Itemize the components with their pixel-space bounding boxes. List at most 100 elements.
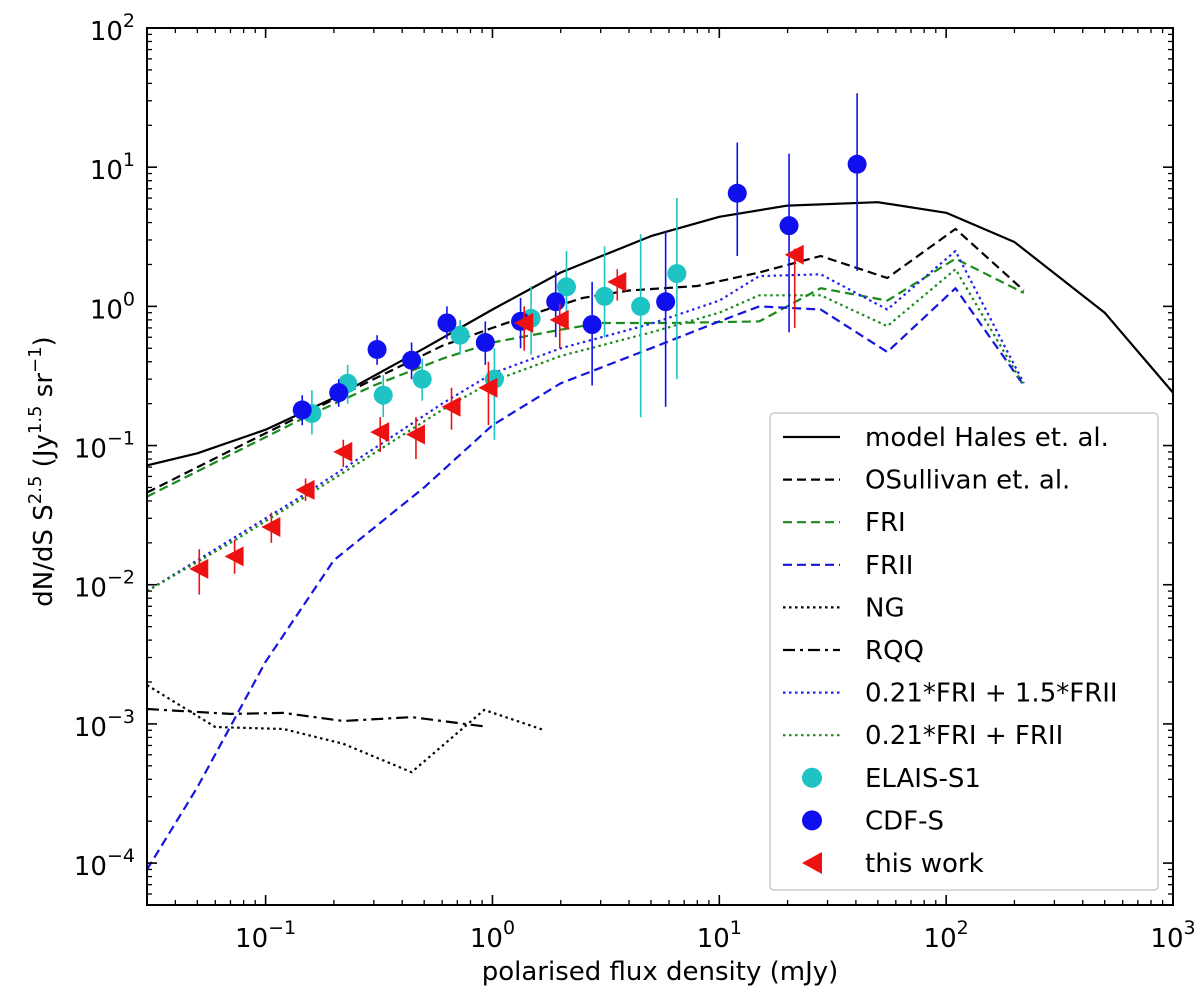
legend-label-frii: FRII [865,551,913,581]
point-this-work-8 [478,377,498,398]
y-tick-label-exp: 0 [123,288,135,310]
x-tick-label-exp: 0 [503,917,515,939]
point-cdf-s-8 [582,315,602,335]
y-tick-label-base: 10 [90,295,123,325]
x-tick-label-3: 102 [924,917,969,954]
legend-label-osullivan-et-al: OSullivan et. al. [865,466,1070,496]
point-cdf-s-4 [437,313,457,333]
y-axis-label-sup1: 2.5 [25,476,46,505]
x-tick-label-exp: 3 [1184,917,1196,939]
point-elais-s1-7 [556,277,576,297]
x-tick-label-base: 10 [235,924,268,954]
legend-entry-ng: NG [783,593,905,623]
legend-entry-model-hales-et-al: model Hales et. al. [783,423,1109,453]
y-axis-label: dN/dS S2.5 (Jy1.5 sr−1) [25,336,59,606]
legend-entry-fri: FRI [783,508,906,538]
point-elais-s1-4 [450,325,470,345]
point-cdf-s-2 [367,339,387,359]
legend-entry-cdf-s: CDF-S [802,806,944,836]
legend-swatch-cdf-s [802,810,822,831]
x-tick-label-exp: 1 [730,917,742,939]
line-0-21-fri-frii [147,268,1025,593]
legend-label-this-work: this work [865,849,984,879]
y-tick-label-base: 10 [74,713,107,743]
legend-entry-rqq: RQQ [783,636,924,666]
point-cdf-s-12 [847,154,867,174]
point-cdf-s-1 [329,383,349,403]
point-this-work-1 [224,546,244,567]
y-tick-label-exp: −2 [107,567,135,589]
legend-label-elais-s1: ELAIS-S1 [865,764,981,794]
y-axis-label-mid: (Jy [29,434,59,475]
point-this-work-2 [261,516,281,537]
legend-swatch-this-work [802,852,822,874]
y-axis-label-sup2: 1.5 [25,405,46,434]
y-tick-label-3: 10−1 [74,428,135,465]
legend-label-0-21-fri-frii: 0.21*FRI + FRII [865,721,1063,751]
y-tick-label-6: 102 [90,10,135,47]
legend-entry-osullivan-et-al: OSullivan et. al. [783,466,1070,496]
y-axis-label-sup3: −1 [25,346,46,373]
legend-entry-0-21-fri-frii: 0.21*FRI + FRII [783,721,1063,751]
y-tick-label-0: 10−4 [74,845,135,882]
x-axis-label: polarised flux density (mJy) [482,957,839,987]
point-cdf-s-0 [292,400,312,420]
line-frii [147,287,1025,871]
point-this-work-11 [607,271,627,292]
point-this-work-9 [514,312,534,333]
y-tick-label-base: 10 [90,156,123,186]
y-axis-label-mid2: sr [29,373,59,406]
point-cdf-s-7 [546,292,566,312]
point-cdf-s-11 [779,216,799,236]
y-tick-label-1: 10−3 [74,706,135,743]
legend-label-cdf-s: CDF-S [865,806,944,836]
x-tick-label-base: 10 [924,924,957,954]
y-tick-label-base: 10 [74,435,107,465]
point-elais-s1-8 [595,286,615,306]
y-tick-label-base: 10 [74,852,107,882]
x-tick-label-base: 10 [470,924,503,954]
point-this-work-5 [370,422,390,443]
legend-label-rqq: RQQ [865,636,924,666]
point-cdf-s-10 [727,183,747,203]
line-model-hales-et-al [147,201,1173,467]
y-tick-label-base: 10 [74,574,107,604]
point-this-work-7 [441,396,461,417]
point-cdf-s-9 [656,292,676,312]
y-tick-label-exp: −3 [107,706,135,728]
legend-box [769,412,1159,891]
x-tick-label-exp: −1 [268,917,296,939]
legend-swatch-elais-s1 [802,767,822,788]
point-this-work-6 [405,424,425,445]
series-lines [147,201,1173,871]
legend-label-fri: FRI [865,508,906,538]
legend-entry-elais-s1: ELAIS-S1 [802,764,981,794]
y-tick-label-5: 101 [90,149,135,186]
series-points [189,93,867,595]
x-tick-label-exp: 2 [957,917,969,939]
point-elais-s1-10 [667,264,687,284]
line-rqq [147,707,485,728]
legend: model Hales et. al. OSullivan et. al. FRI F… [769,412,1159,891]
legend-label-model-hales-et-al: model Hales et. al. [865,423,1109,453]
y-tick-label-2: 10−2 [74,567,135,604]
point-this-work-10 [549,309,569,330]
line-osullivan-et-al [147,227,1025,494]
legend-entry-frii: FRII [783,551,913,581]
point-this-work-12 [784,244,804,265]
x-tick-label-base: 10 [697,924,730,954]
y-axis-label-end: ) [29,336,59,346]
y-tick-label-base: 10 [90,17,123,47]
line-ng [147,684,546,774]
y-tick-label-exp: −4 [107,845,135,867]
point-this-work-0 [189,558,209,579]
x-tick-label-1: 100 [470,917,515,954]
point-cdf-s-3 [402,350,422,370]
point-elais-s1-3 [412,369,432,389]
point-elais-s1-9 [631,296,651,316]
y-tick-label-exp: 2 [123,10,135,32]
point-elais-s1-2 [373,385,393,405]
axis-tick-labels: 10−1 100 101 102 10310−410−310−210−110010110… [74,10,1196,954]
axis-ticks [147,27,1174,905]
